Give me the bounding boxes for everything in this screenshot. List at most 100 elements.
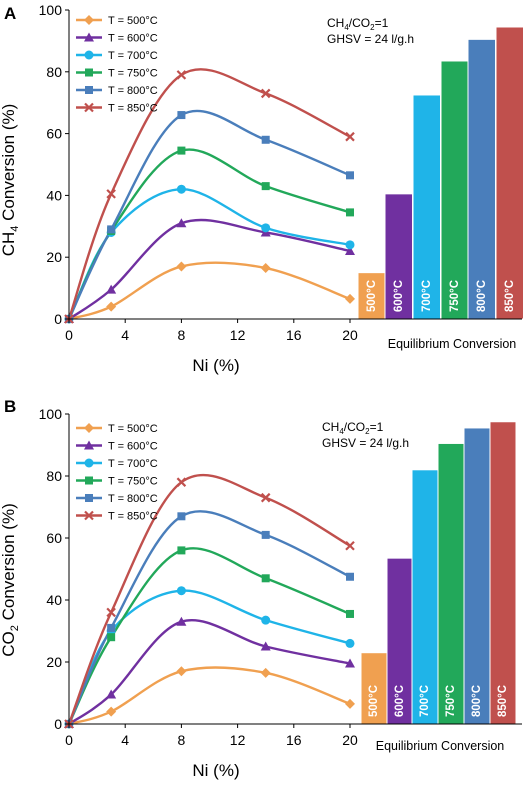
equilibrium-bar xyxy=(411,469,439,725)
y-tick-label: 100 xyxy=(39,2,63,18)
chart-panel-b: B 500°C 600°C 700°C 750°C 800°C 850°C 0204060… xyxy=(0,397,522,780)
equilibrium-bar-label: 750°C xyxy=(445,685,457,717)
legend-marker xyxy=(84,458,94,468)
data-point xyxy=(260,492,271,503)
legend-label: T = 750°C xyxy=(108,68,158,80)
data-point xyxy=(260,263,271,274)
data-point xyxy=(345,131,355,142)
equilibrium-bar xyxy=(495,26,524,320)
legend-label: T = 700°C xyxy=(108,50,158,62)
data-point xyxy=(176,477,187,487)
data-point xyxy=(106,706,117,717)
x-tick-label: 16 xyxy=(286,732,302,748)
data-point xyxy=(106,189,116,199)
panel-label: B xyxy=(4,397,16,416)
legend-label: T = 500°C xyxy=(108,15,158,27)
legend-marker xyxy=(84,50,94,60)
data-point xyxy=(176,184,186,194)
legend-marker xyxy=(85,68,93,77)
equilibrium-bar-label: 700°C xyxy=(421,280,433,312)
legend-marker xyxy=(84,440,94,450)
y-tick-label: 0 xyxy=(54,311,62,327)
equilibrium-bar-label: 500°C xyxy=(366,280,378,312)
legend: T = 500°C T = 600°C T = 700°C T = 750°C T = … xyxy=(76,15,158,115)
conditions-ghsv: GHSV = 24 l/g.h xyxy=(327,32,414,46)
equilibrium-bar-label: 800°C xyxy=(476,280,488,312)
y-tick-label: 60 xyxy=(46,126,62,142)
equilibrium-bar-label: 700°C xyxy=(419,685,431,717)
y-axis-label: CH4 Conversion (%) xyxy=(0,104,21,257)
data-point xyxy=(345,698,355,709)
y-tick-label: 100 xyxy=(39,406,63,422)
x-tick-label: 16 xyxy=(286,327,302,343)
data-point xyxy=(345,658,355,668)
chart-panel-a: A 500°C 600°C 700°C 750°C 800°C 850°C 0204060… xyxy=(0,2,524,375)
data-point xyxy=(177,546,186,555)
x-axis-label: Ni (%) xyxy=(192,761,239,780)
data-point xyxy=(107,633,116,642)
data-point xyxy=(345,638,355,648)
x-tick-label: 8 xyxy=(178,732,186,748)
data-point xyxy=(345,246,355,256)
equilibrium-bar xyxy=(437,442,465,725)
axes xyxy=(65,413,522,728)
series-line xyxy=(67,188,351,320)
equilibrium-bar-label: 850°C xyxy=(497,685,509,717)
legend-label: T = 850°C xyxy=(108,511,158,523)
x-tick-label: 4 xyxy=(121,327,129,343)
legend-label: T = 750°C xyxy=(108,476,158,488)
data-point xyxy=(176,666,187,677)
data-point xyxy=(106,689,117,699)
equilibrium-bar-label: 750°C xyxy=(449,280,461,312)
y-axis-label: CO2 Conversion (%) xyxy=(0,503,21,657)
data-point xyxy=(346,609,354,618)
equilibrium-bar xyxy=(463,427,491,725)
data-point xyxy=(106,284,117,294)
x-tick-label: 0 xyxy=(65,732,73,748)
legend-marker xyxy=(85,494,93,502)
data-point xyxy=(261,615,271,625)
equilibrium-label: Equilibrium Conversion xyxy=(388,337,517,351)
equilibrium-bar-label: 600°C xyxy=(393,280,405,312)
data-point xyxy=(107,623,116,632)
data-point xyxy=(345,240,355,250)
equilibrium-bars: 500°C 600°C 700°C 750°C 800°C 850°C xyxy=(360,421,517,725)
data-point xyxy=(176,586,186,596)
legend-label: T = 600°C xyxy=(108,33,158,45)
data-point xyxy=(345,293,355,304)
panel-label: A xyxy=(4,4,16,23)
y-tick-label: 40 xyxy=(46,187,62,203)
legend-marker xyxy=(84,15,94,25)
x-axis-label: Ni (%) xyxy=(192,356,239,375)
legend-marker xyxy=(84,510,94,521)
legend-label: T = 850°C xyxy=(108,103,158,115)
data-point xyxy=(106,607,116,618)
equilibrium-bar xyxy=(360,652,388,725)
data-point xyxy=(261,530,270,539)
conditions-ratio: CH4/CO2=1 xyxy=(322,420,384,436)
data-point xyxy=(177,512,186,521)
x-tick-label: 12 xyxy=(230,327,246,343)
data-point xyxy=(346,171,354,180)
y-tick-label: 20 xyxy=(46,249,62,265)
data-point xyxy=(260,667,271,678)
data-point xyxy=(261,574,270,583)
x-tick-label: 12 xyxy=(230,732,246,748)
legend-label: T = 800°C xyxy=(108,85,158,97)
equilibrium-label: Equilibrium Conversion xyxy=(376,739,505,753)
data-point xyxy=(176,616,187,626)
x-tick-label: 4 xyxy=(121,732,129,748)
conditions-ghsv: GHSV = 24 l/g.h xyxy=(322,436,409,450)
legend-marker xyxy=(84,102,94,113)
x-tick-label: 8 xyxy=(178,327,186,343)
data-point xyxy=(106,301,117,312)
legend: T = 500°C T = 600°C T = 700°C T = 750°C T = … xyxy=(76,423,158,523)
data-point xyxy=(107,225,116,234)
data-point xyxy=(261,182,270,191)
data-point xyxy=(260,641,271,651)
data-point xyxy=(261,135,270,144)
equilibrium-bars: 500°C 600°C 700°C 750°C 800°C 850°C xyxy=(357,26,524,320)
axes xyxy=(65,9,522,323)
legend-label: T = 500°C xyxy=(108,423,158,435)
x-tick-label: 20 xyxy=(342,327,358,343)
